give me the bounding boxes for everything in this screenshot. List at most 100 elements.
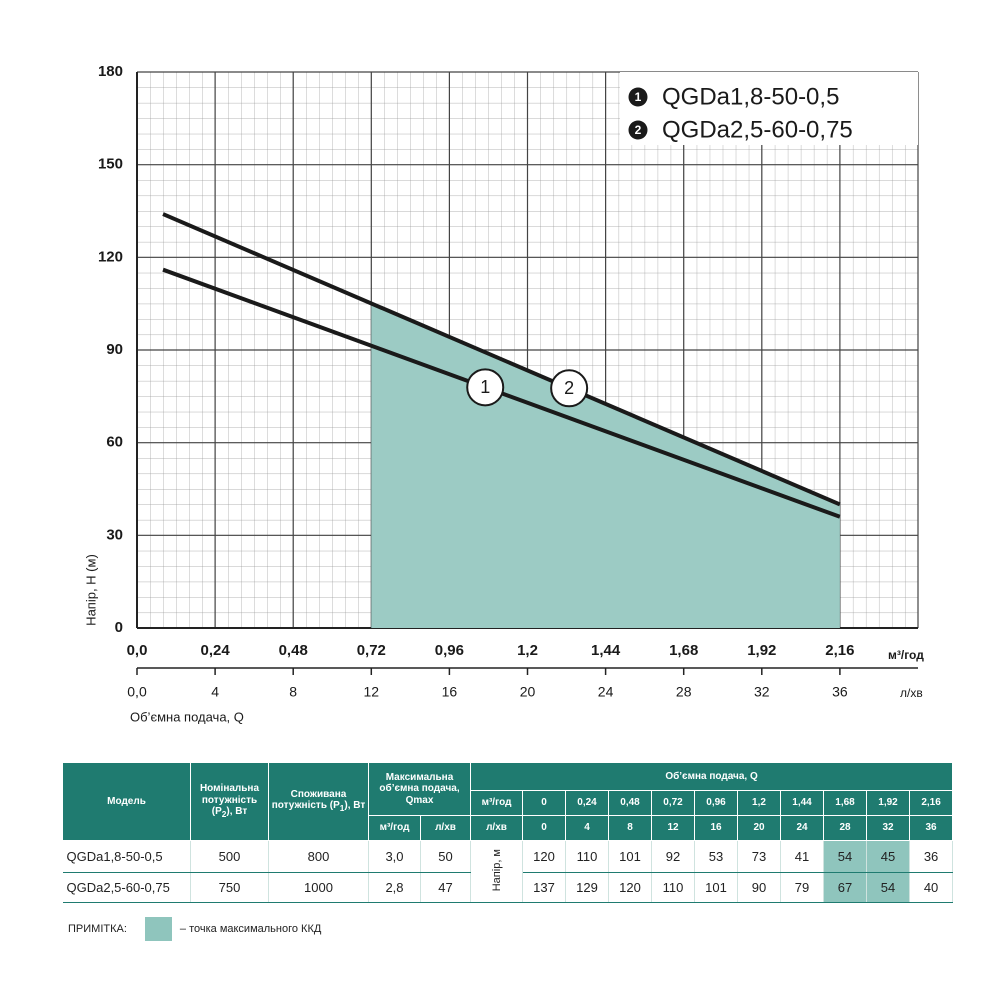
header-flow-unit: м³/год bbox=[470, 790, 523, 816]
header-flow-value: 12 bbox=[651, 815, 695, 841]
head-cell: 101 bbox=[608, 840, 652, 873]
head-cell: 36 bbox=[909, 840, 954, 873]
value-cell: 1000 bbox=[268, 872, 369, 903]
head-cell: 54 bbox=[823, 840, 867, 873]
table-row: Модель Номінальна потужність (P2), Вт Спож… bbox=[62, 762, 954, 841]
value-cell: 500 bbox=[190, 840, 269, 873]
note-text: – точка максимального ККД bbox=[179, 923, 322, 935]
header-flow-value: 4 bbox=[565, 815, 609, 841]
header-flow-value: 0,96 bbox=[694, 790, 738, 816]
head-cell: 67 bbox=[823, 872, 867, 903]
value-cell: 800 bbox=[268, 840, 369, 873]
x2-unit: л/хв bbox=[900, 686, 923, 700]
header-flow-value: 36 bbox=[908, 815, 954, 841]
value-cell: 750 bbox=[190, 872, 269, 903]
head-cell: 41 bbox=[780, 840, 824, 873]
head-cell: 53 bbox=[694, 840, 738, 873]
head-cell: 40 bbox=[909, 872, 954, 903]
spec-table: Модель Номінальна потужність (P2), Вт Спож… bbox=[62, 762, 954, 903]
header-flow-value: 1,92 bbox=[866, 790, 910, 816]
x-axis-label: Об’ємна подача, Q bbox=[130, 709, 244, 724]
header-flow-value: 0 bbox=[522, 815, 566, 841]
header-text: Споживана потужність (P bbox=[271, 788, 347, 812]
x2-tick-label: 8 bbox=[289, 684, 297, 700]
head-cell: 110 bbox=[565, 840, 609, 873]
header-text: ), Вт bbox=[226, 806, 248, 818]
header-power: Споживана потужність (P1), Вт bbox=[268, 762, 369, 841]
legend-entry: QGDa2,5-60-0,75 bbox=[662, 116, 853, 143]
curve-marker-label: 2 bbox=[564, 378, 574, 398]
head-cell: 120 bbox=[608, 872, 652, 903]
x2-tick-label: 12 bbox=[364, 684, 380, 700]
table-row: м³/год л/хв л/хв 0 4 8 12 16 20 24 28 32 36 bbox=[63, 815, 954, 841]
header-power: Номінальна потужність (P2), Вт bbox=[190, 762, 269, 841]
header-flow-value: 1,44 bbox=[780, 790, 824, 816]
legend-bullet bbox=[628, 87, 648, 107]
model-cell: QGDa2,5-60-0,75 bbox=[62, 872, 191, 903]
y-tick-label: 30 bbox=[106, 526, 123, 543]
note: ПРИМІТКА: – точка максимального ККД bbox=[68, 916, 321, 942]
value-cell: 2,8 bbox=[368, 872, 421, 903]
x2-tick-label: 0,0 bbox=[127, 684, 147, 700]
curve bbox=[162, 212, 841, 507]
x2-tick-label: 28 bbox=[676, 684, 692, 700]
head-label-text: Напір, м bbox=[490, 848, 503, 892]
head-cell: 110 bbox=[651, 872, 695, 903]
header-text: ), Вт bbox=[344, 800, 366, 812]
x-tick-label: 0,0 bbox=[127, 642, 148, 659]
x2-tick-label: 36 bbox=[832, 684, 848, 700]
head-cell: 137 bbox=[522, 872, 566, 903]
header-flow-value: 1,2 bbox=[737, 790, 781, 816]
head-cell: 129 bbox=[565, 872, 609, 903]
header-flow-value: 32 bbox=[866, 815, 910, 841]
x-tick-label: 0,24 bbox=[200, 642, 230, 659]
header-flow-value: 0 bbox=[522, 790, 566, 816]
y-tick-label: 60 bbox=[106, 434, 123, 451]
x-tick-label: 1,44 bbox=[591, 642, 621, 659]
header-flow-value: 2,16 bbox=[908, 790, 954, 816]
curve-marker bbox=[466, 368, 505, 407]
x-unit: м³/год bbox=[888, 648, 924, 662]
header-flow-value: 24 bbox=[780, 815, 824, 841]
y-tick-label: 90 bbox=[106, 341, 123, 358]
note-label: ПРИМІТКА: bbox=[68, 923, 127, 935]
header-sub: 1 bbox=[339, 803, 345, 814]
header-flow-unit: л/хв bbox=[470, 815, 523, 841]
head-cell: 45 bbox=[866, 840, 910, 873]
header-qmax-unit: м³/год bbox=[368, 815, 421, 841]
value-cell: 3,0 bbox=[368, 840, 421, 873]
header-flow: Об’ємна подача, Q bbox=[469, 762, 954, 791]
x2-tick-label: 24 bbox=[598, 684, 614, 700]
header-flow-value: 8 bbox=[608, 815, 652, 841]
x-tick-label: 1,92 bbox=[747, 642, 776, 659]
x-tick-label: 2,16 bbox=[825, 642, 854, 659]
y-tick-label: 120 bbox=[98, 248, 123, 265]
x2-tick-label: 20 bbox=[520, 684, 536, 700]
table-row: QGDa1,8-50-0,5 500 800 3,0 50 Напір, м 120 110 1… bbox=[62, 840, 954, 903]
header-flow-value: 0,48 bbox=[608, 790, 652, 816]
header-sub: 2 bbox=[221, 809, 227, 820]
x-tick-label: 0,96 bbox=[435, 642, 464, 659]
y-axis-label: Напір, Н (м) bbox=[83, 554, 98, 626]
header-flow-value: 28 bbox=[823, 815, 867, 841]
x2-tick-label: 32 bbox=[754, 684, 770, 700]
y-tick-label: 0 bbox=[115, 619, 123, 636]
header-flow-value: 0,24 bbox=[565, 790, 609, 816]
header-qmax: Максимальна об’ємна подача, Qmax bbox=[368, 762, 471, 816]
head-label: Напір, м bbox=[470, 840, 523, 903]
curve-marker-label: 1 bbox=[480, 377, 490, 397]
head-cell: 54 bbox=[866, 872, 910, 903]
header-flow-value: 0,72 bbox=[651, 790, 695, 816]
value-cell: 47 bbox=[420, 872, 471, 903]
header-text: Номінальна потужність (P bbox=[199, 783, 260, 818]
header-model: Модель bbox=[62, 762, 191, 841]
table-row: QGDa2,5-60-0,75 750 1000 2,8 47 137 129 120 110 1… bbox=[62, 872, 954, 903]
legend-box bbox=[620, 72, 918, 145]
model-cell: QGDa1,8-50-0,5 bbox=[62, 840, 191, 873]
header-flow-value: 20 bbox=[737, 815, 781, 841]
x-tick-label: 1,68 bbox=[669, 642, 698, 659]
head-cell: 120 bbox=[522, 840, 566, 873]
head-cell: 92 bbox=[651, 840, 695, 873]
table-row: м³/год 0 0,24 0,48 0,72 0,96 1,2 1,44 1,68 1,92 2,… bbox=[63, 790, 954, 816]
